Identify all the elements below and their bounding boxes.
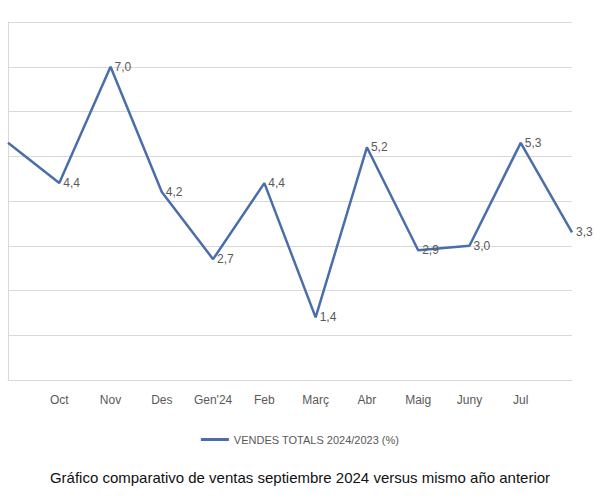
svg-text:5,2: 5,2 bbox=[371, 140, 388, 154]
svg-text:4,4: 4,4 bbox=[63, 176, 80, 190]
svg-text:Abr: Abr bbox=[358, 393, 377, 407]
svg-text:5,3: 5,3 bbox=[525, 136, 542, 150]
svg-text:Gen'24: Gen'24 bbox=[194, 393, 233, 407]
svg-text:Nov: Nov bbox=[100, 393, 121, 407]
svg-text:Març: Març bbox=[302, 393, 329, 407]
svg-text:Jul: Jul bbox=[513, 393, 528, 407]
svg-text:Oct: Oct bbox=[50, 393, 69, 407]
svg-text:Feb: Feb bbox=[254, 393, 275, 407]
svg-text:4,2: 4,2 bbox=[166, 185, 183, 199]
svg-text:2,9: 2,9 bbox=[422, 243, 439, 257]
svg-text:7,0: 7,0 bbox=[115, 60, 132, 74]
svg-text:Juny: Juny bbox=[457, 393, 482, 407]
svg-text:Des: Des bbox=[151, 393, 172, 407]
svg-text:Gráfico comparativo de ventas: Gráfico comparativo de ventas septiembre… bbox=[50, 469, 550, 486]
svg-text:1,4: 1,4 bbox=[320, 310, 337, 324]
svg-text:3,3: 3,3 bbox=[576, 225, 593, 239]
svg-text:VENDES TOTALS 2024/2023 (%): VENDES TOTALS 2024/2023 (%) bbox=[234, 434, 399, 446]
svg-text:4,4: 4,4 bbox=[268, 176, 285, 190]
svg-text:Maig: Maig bbox=[405, 393, 431, 407]
svg-text:2,7: 2,7 bbox=[217, 252, 234, 266]
svg-text:3,0: 3,0 bbox=[473, 239, 490, 253]
